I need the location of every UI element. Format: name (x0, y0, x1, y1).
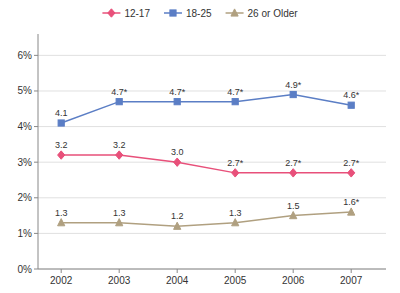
x-tick-label: 2005 (224, 275, 247, 286)
grid-line (38, 269, 386, 270)
y-tick (34, 233, 38, 234)
grid-line (38, 55, 386, 56)
point (58, 219, 65, 226)
point (290, 211, 297, 218)
legend-marker (108, 9, 115, 17)
series-line (61, 155, 351, 173)
y-tick (34, 126, 38, 127)
y-tick (34, 55, 38, 56)
series-line (61, 212, 351, 226)
grid-line (38, 126, 386, 127)
point (58, 120, 64, 126)
grid-line (38, 162, 386, 163)
point (116, 151, 123, 159)
point (174, 222, 181, 229)
y-tick-label: 5% (18, 85, 33, 96)
point (174, 99, 180, 105)
data-label: 2.7* (343, 158, 360, 168)
data-label: 3.0 (171, 147, 184, 157)
plot-area (58, 91, 355, 229)
data-label: 1.3 (55, 208, 68, 218)
legend-marker (231, 9, 238, 16)
data-label: 4.7* (227, 87, 244, 97)
y-tick-label: 2% (18, 192, 33, 203)
y-axis-line (38, 34, 39, 269)
data-label: 4.7* (111, 87, 128, 97)
legend-item: 12-17 (102, 8, 150, 19)
data-label: 1.5 (287, 201, 300, 211)
grid-line (38, 197, 386, 198)
legend-item: 18-25 (164, 8, 212, 19)
x-tick-label: 2007 (340, 275, 363, 286)
point (348, 102, 354, 108)
point (348, 208, 355, 215)
point (232, 219, 239, 226)
y-tick (34, 162, 38, 163)
data-label: 3.2 (55, 140, 68, 150)
data-label: 3.2 (113, 140, 126, 150)
point (232, 169, 239, 177)
data-label: 1.2 (171, 211, 184, 221)
y-tick (34, 269, 38, 270)
y-tick-label: 1% (18, 228, 33, 239)
x-axis-line (38, 269, 386, 270)
point (348, 169, 355, 177)
data-label: 1.3 (113, 208, 126, 218)
grid-line (38, 233, 386, 234)
x-tick-label: 2003 (108, 275, 131, 286)
point (58, 151, 65, 159)
x-tick-label: 2002 (50, 275, 73, 286)
point (290, 91, 296, 97)
x-tick-label: 2006 (282, 275, 305, 286)
y-tick (34, 90, 38, 91)
x-tick (235, 269, 236, 273)
y-tick-label: 4% (18, 121, 33, 132)
y-tick (34, 197, 38, 198)
x-tick (351, 269, 352, 273)
legend-label: 12-17 (124, 8, 150, 19)
data-label: 4.7* (169, 87, 186, 97)
x-tick (61, 269, 62, 273)
x-tick (177, 269, 178, 273)
data-label: 2.7* (285, 158, 302, 168)
grid-line (38, 90, 386, 91)
chart: 0% 1% 2% 3% 4% 5% 6% 2002 2003 2004 2005 2006 2007 3.… (0, 0, 400, 293)
point (232, 99, 238, 105)
data-labels: 3.2 3.2 3.0 2.7* 2.7* 2.7* 4.1 4.7* 4.7* 4.7* 4.9*… (55, 80, 360, 222)
legend-label: 26 or Older (248, 8, 299, 19)
data-label: 4.6* (343, 90, 360, 100)
data-label: 4.9* (285, 80, 302, 90)
data-label: 2.7* (227, 158, 244, 168)
point (174, 158, 181, 166)
y-tick-label: 3% (18, 157, 33, 168)
point (290, 169, 297, 177)
legend-label: 18-25 (186, 8, 212, 19)
x-tick (119, 269, 120, 273)
point (116, 99, 122, 105)
x-tick (293, 269, 294, 273)
legend: 12-17 18-25 26 or Older (102, 8, 298, 19)
y-tick-label: 6% (18, 50, 33, 61)
y-tick-label: 0% (18, 264, 33, 275)
series-line (61, 95, 351, 123)
data-label: 1.3 (229, 208, 242, 218)
legend-marker (170, 10, 176, 16)
point (116, 219, 123, 226)
x-tick-label: 2004 (166, 275, 189, 286)
data-label: 4.1 (55, 108, 68, 118)
data-label: 1.6* (343, 197, 360, 207)
legend-item: 26 or Older (226, 8, 299, 19)
